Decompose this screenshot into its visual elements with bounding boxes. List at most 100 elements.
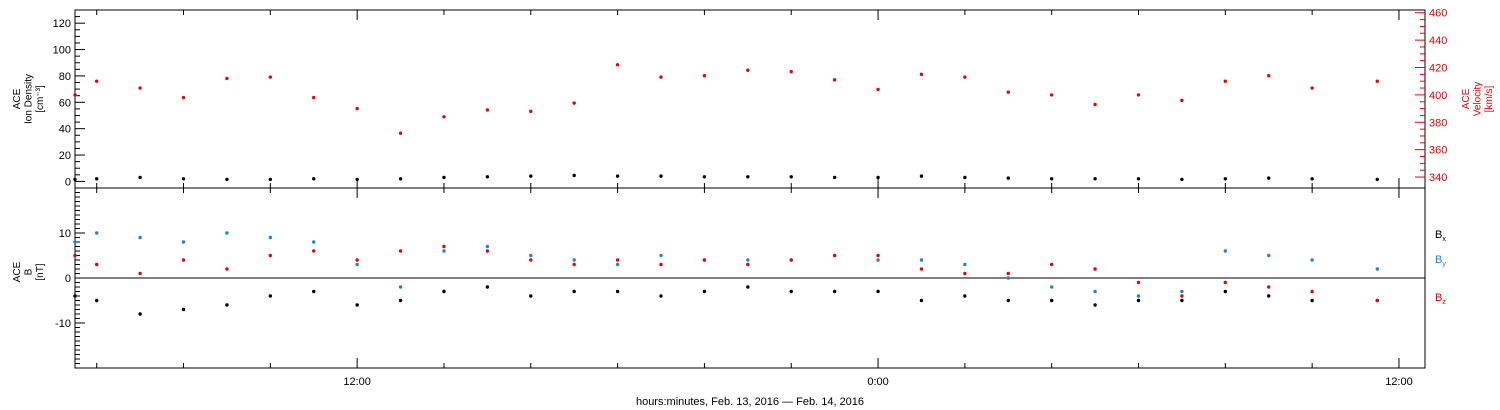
bx-point	[181, 307, 186, 312]
bx-point	[529, 294, 533, 298]
legend-bx: Bx	[1435, 229, 1446, 243]
bx-point	[73, 294, 77, 298]
legend-by: By	[1435, 254, 1446, 268]
time-tick-label: 12:00	[1385, 376, 1413, 388]
bz-point	[876, 253, 880, 258]
velocity-point	[1136, 93, 1141, 97]
bx-point	[1180, 298, 1184, 303]
density-velocity-panel: 0 20 40 60 80 100 120 340 360 380 400 420 440 460 AC…	[12, 8, 1495, 189]
ion-density-point	[181, 177, 186, 181]
velocity-point	[1267, 74, 1271, 78]
velocity-tick-label: 420	[1429, 63, 1447, 75]
bx-point	[312, 289, 316, 294]
velocity-point	[1223, 79, 1228, 83]
bz-point	[1310, 289, 1314, 294]
bx-point	[1136, 298, 1141, 303]
velocity-point	[832, 78, 837, 82]
bz-point	[615, 258, 620, 262]
time-tick-label: 12:00	[343, 376, 371, 388]
bz-point	[789, 258, 793, 262]
bx-point	[572, 289, 576, 294]
by-point	[963, 262, 967, 267]
bx-point	[95, 298, 99, 303]
ion-density-point	[485, 175, 490, 179]
density-tick-label: 0	[65, 176, 71, 188]
by-point	[746, 258, 750, 262]
bz-point	[702, 258, 707, 262]
bx-point	[1267, 294, 1271, 298]
ion-density-point	[832, 175, 837, 180]
bx-point	[442, 289, 446, 294]
ion-density-point	[919, 174, 924, 178]
velocity-point	[355, 106, 359, 111]
bx-point	[268, 294, 273, 298]
bz-point	[181, 258, 186, 262]
top-panel-time-ticks	[96, 10, 1400, 188]
ion-density-point	[529, 174, 533, 178]
density-tick-label: 80	[59, 71, 71, 83]
ion-density-point	[312, 177, 316, 181]
b-tick-label: 10	[59, 228, 71, 240]
ion-density-point	[789, 175, 793, 179]
by-point	[268, 235, 273, 240]
by-point	[1267, 253, 1271, 258]
ion-density-point	[355, 177, 359, 182]
by-point	[312, 240, 316, 244]
bx-point	[1049, 298, 1054, 303]
by-point	[485, 244, 490, 249]
density-axis-ticks: 0 20 40 60 80 100 120	[53, 16, 85, 188]
bx-point	[1093, 303, 1097, 307]
top-panel-frame	[74, 9, 1426, 189]
velocity-point	[73, 93, 77, 97]
bx-point	[1310, 298, 1314, 303]
bz-point	[485, 249, 490, 253]
ion-density-point	[615, 174, 620, 178]
by-point	[225, 231, 229, 235]
velocity-point	[398, 131, 403, 135]
bx-point	[225, 303, 229, 307]
bz-point	[1136, 280, 1141, 285]
bx-point	[398, 298, 403, 303]
ion-density-point	[963, 175, 967, 180]
x-axis-title: hours:minutes, Feb. 13, 2016 — Feb. 14, …	[636, 396, 864, 408]
by-point	[95, 231, 99, 235]
ion-density-point	[1006, 176, 1010, 180]
bx-point	[832, 289, 837, 294]
bz-point	[138, 271, 142, 276]
ion-density-point	[1310, 177, 1314, 181]
by-point	[1375, 267, 1379, 271]
bz-point	[1006, 271, 1010, 276]
bx-point	[485, 285, 490, 289]
bz-point	[1375, 298, 1379, 303]
by-point	[1049, 285, 1054, 289]
by-point	[138, 235, 142, 240]
velocity-tick-label: 400	[1429, 90, 1447, 102]
bx-point	[702, 289, 707, 294]
velocity-point	[312, 95, 316, 100]
bz-point	[95, 262, 99, 267]
by-point	[1006, 276, 1010, 280]
bx-point	[963, 294, 967, 298]
ion-density-point	[138, 175, 142, 180]
velocity-point	[1006, 90, 1010, 94]
bx-point	[1223, 289, 1228, 294]
ion-density-point	[1136, 177, 1141, 181]
bx-point	[919, 298, 924, 303]
bz-point	[1180, 294, 1184, 298]
bz-point	[746, 262, 750, 267]
velocity-point	[789, 69, 793, 74]
bz-point	[268, 253, 273, 258]
b-field-series	[73, 231, 1379, 316]
velocity-series	[73, 63, 1379, 135]
velocity-point	[572, 101, 576, 105]
velocity-point	[529, 109, 533, 114]
bz-point	[1223, 280, 1228, 285]
velocity-point	[1049, 93, 1054, 97]
ion-density-point	[1093, 177, 1097, 181]
b-axis-ticks: -10 0 10	[55, 192, 85, 364]
ion-density-point	[746, 175, 750, 179]
bx-point	[876, 289, 880, 294]
bz-point	[398, 249, 403, 253]
velocity-point	[702, 74, 707, 78]
by-point	[615, 262, 620, 267]
